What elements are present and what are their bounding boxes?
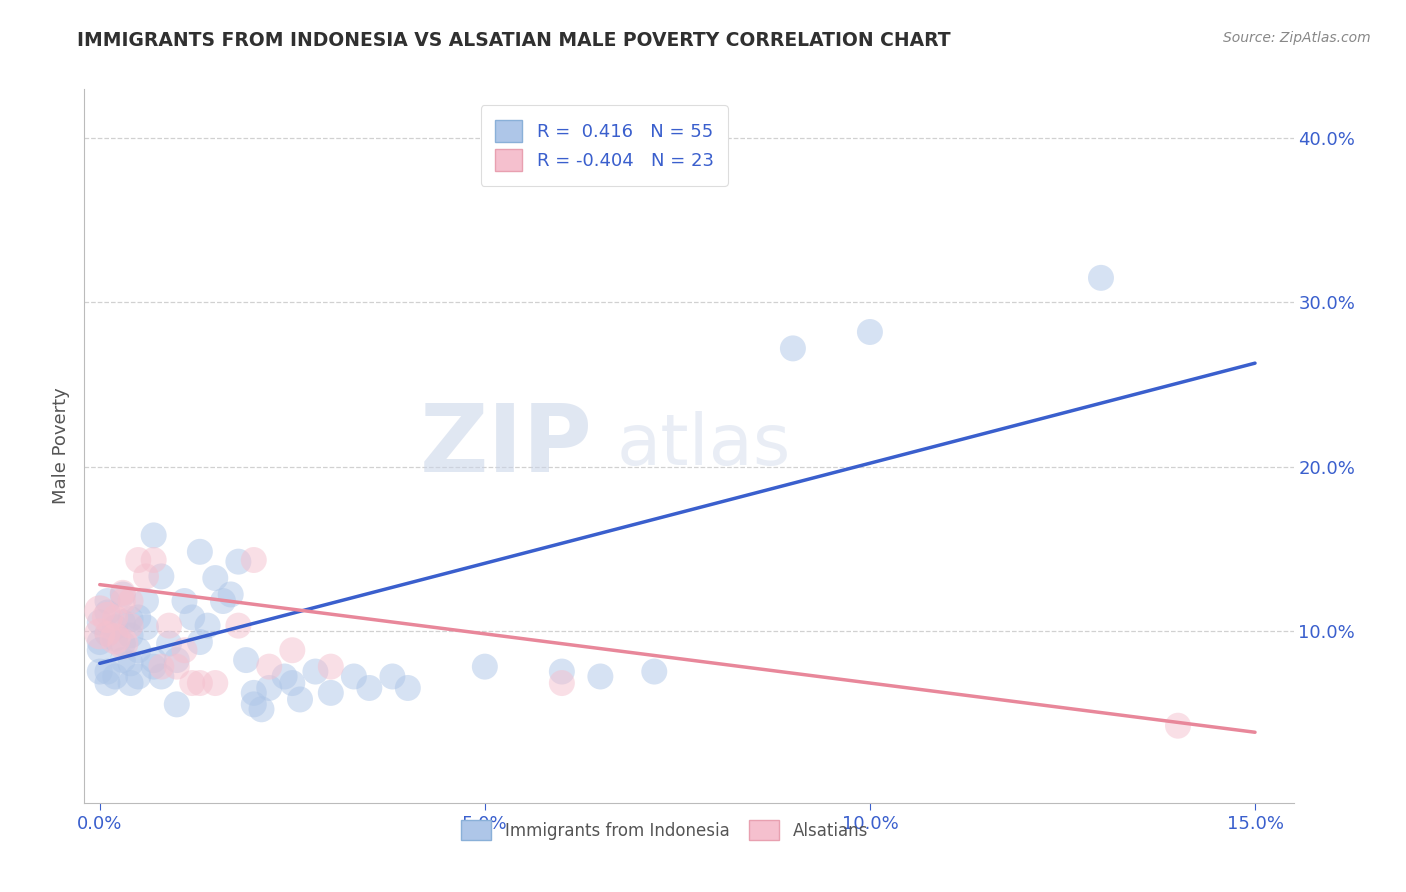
Point xyxy=(120,657,142,671)
Point xyxy=(281,676,304,690)
Point xyxy=(859,325,882,339)
Point xyxy=(120,676,142,690)
Point xyxy=(304,665,326,679)
Point xyxy=(1167,719,1189,733)
Text: Source: ZipAtlas.com: Source: ZipAtlas.com xyxy=(1223,31,1371,45)
Point xyxy=(157,637,180,651)
Point xyxy=(319,659,342,673)
Point xyxy=(219,587,242,601)
Point xyxy=(135,569,157,583)
Point xyxy=(343,669,366,683)
Point xyxy=(111,587,134,601)
Point xyxy=(142,659,165,673)
Point xyxy=(96,627,118,641)
Point xyxy=(257,681,280,695)
Point xyxy=(96,594,118,608)
Point xyxy=(150,569,173,583)
Point xyxy=(127,643,149,657)
Point xyxy=(89,604,111,618)
Point xyxy=(1090,270,1112,285)
Y-axis label: Male Poverty: Male Poverty xyxy=(52,388,70,504)
Point xyxy=(104,632,127,646)
Point xyxy=(96,676,118,690)
Point xyxy=(359,681,381,695)
Point xyxy=(288,692,311,706)
Point xyxy=(89,643,111,657)
Point xyxy=(150,669,173,683)
Point xyxy=(104,632,127,646)
Point xyxy=(396,681,419,695)
Point xyxy=(319,686,342,700)
Point xyxy=(104,620,127,634)
Point xyxy=(120,618,142,632)
Point xyxy=(173,594,195,608)
Point xyxy=(281,643,304,657)
Point xyxy=(243,553,266,567)
Point xyxy=(89,615,111,630)
Point xyxy=(166,659,188,673)
Point xyxy=(173,643,195,657)
Point xyxy=(111,594,134,608)
Point xyxy=(228,618,250,632)
Point xyxy=(142,653,165,667)
Point xyxy=(188,545,211,559)
Point xyxy=(204,571,226,585)
Point xyxy=(243,698,266,712)
Legend: Immigrants from Indonesia, Alsatians: Immigrants from Indonesia, Alsatians xyxy=(453,812,876,848)
Point xyxy=(111,653,134,667)
Point xyxy=(96,606,118,620)
Point xyxy=(273,669,295,683)
Point xyxy=(111,637,134,651)
Point xyxy=(96,665,118,679)
Point xyxy=(181,610,204,624)
Point xyxy=(782,342,804,356)
Point xyxy=(250,702,273,716)
Point xyxy=(157,618,180,632)
Point xyxy=(188,635,211,649)
Point xyxy=(120,628,142,642)
Point xyxy=(257,659,280,673)
Point xyxy=(120,594,142,608)
Point xyxy=(188,676,211,690)
Point xyxy=(150,659,173,673)
Point xyxy=(96,627,118,641)
Point xyxy=(111,615,134,630)
Point xyxy=(589,669,612,683)
Point xyxy=(127,669,149,683)
Point xyxy=(89,635,111,649)
Point xyxy=(166,698,188,712)
Point xyxy=(142,528,165,542)
Point xyxy=(142,553,165,567)
Point xyxy=(228,555,250,569)
Point xyxy=(197,618,219,632)
Point xyxy=(96,610,118,624)
Point xyxy=(204,676,226,690)
Point xyxy=(89,665,111,679)
Text: atlas: atlas xyxy=(616,411,790,481)
Point xyxy=(111,637,134,651)
Text: IMMIGRANTS FROM INDONESIA VS ALSATIAN MALE POVERTY CORRELATION CHART: IMMIGRANTS FROM INDONESIA VS ALSATIAN MA… xyxy=(77,31,950,50)
Point xyxy=(89,627,111,641)
Point xyxy=(111,586,134,600)
Point xyxy=(135,620,157,634)
Point xyxy=(135,594,157,608)
Point xyxy=(551,665,574,679)
Point xyxy=(243,686,266,700)
Text: ZIP: ZIP xyxy=(419,400,592,492)
Point xyxy=(474,659,496,673)
Point xyxy=(127,553,149,567)
Point xyxy=(104,669,127,683)
Point xyxy=(166,653,188,667)
Point xyxy=(212,594,235,608)
Point xyxy=(381,669,404,683)
Point xyxy=(235,653,257,667)
Point xyxy=(181,676,204,690)
Point xyxy=(127,610,149,624)
Point xyxy=(104,610,127,624)
Point xyxy=(551,676,574,690)
Point xyxy=(643,665,665,679)
Point xyxy=(120,612,142,626)
